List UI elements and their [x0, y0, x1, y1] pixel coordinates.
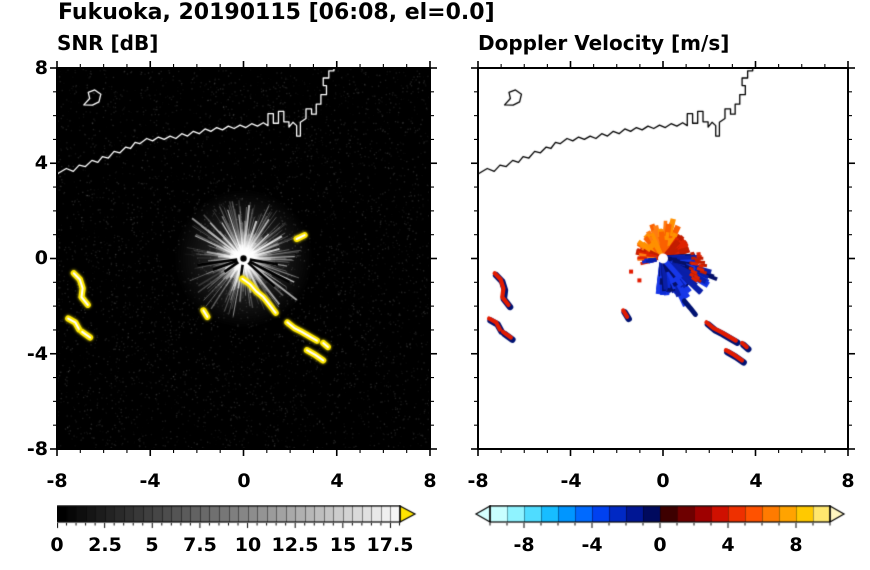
- figure-title: Fukuoka, 20190115 [06:08, el=0.0]: [58, 0, 495, 25]
- doppler-x-tick-label: -4: [560, 470, 582, 492]
- doppler-x-tick-label: 0: [656, 470, 670, 492]
- doppler-plot-canvas: [478, 68, 848, 449]
- snr-colorbar-tick-label: 5: [145, 534, 159, 556]
- snr-colorbar-tick-label: 12.5: [271, 534, 319, 556]
- doppler-colorbar-tick-label: 8: [789, 534, 803, 556]
- snr-colorbar-tick-label: 2.5: [88, 534, 122, 556]
- snr-axes-frame: [50, 61, 437, 456]
- snr-plot-canvas: [57, 68, 430, 449]
- snr-y-tick-label: 0: [34, 247, 48, 269]
- snr-colorbar-tick-label: 7.5: [183, 534, 217, 556]
- doppler-colorbar-tick-label: 4: [721, 534, 735, 556]
- doppler-colorbar-tick-label: -4: [581, 534, 603, 556]
- doppler-panel-label: Doppler Velocity [m/s]: [478, 31, 730, 55]
- doppler-axes-frame: [471, 61, 855, 456]
- snr-panel-label: SNR [dB]: [57, 31, 159, 55]
- snr-y-tick-label: 4: [34, 152, 48, 174]
- snr-x-tick-label: 0: [237, 470, 251, 492]
- snr-colorbar: [57, 505, 417, 529]
- snr-x-tick-label: 8: [423, 470, 437, 492]
- doppler-x-tick-label: 8: [841, 470, 855, 492]
- doppler-x-tick-label: 4: [749, 470, 763, 492]
- snr-colorbar-tick-label: 15: [329, 534, 357, 556]
- doppler-x-tick-label: -8: [467, 470, 489, 492]
- snr-y-tick-label: -4: [26, 343, 48, 365]
- doppler-colorbar: [474, 505, 846, 529]
- doppler-colorbar-tick-label: 0: [653, 534, 667, 556]
- snr-colorbar-tick-label: 10: [234, 534, 262, 556]
- doppler-colorbar-tick-label: -8: [513, 534, 535, 556]
- snr-colorbar-tick-label: 17.5: [366, 534, 414, 556]
- snr-colorbar-tick-label: 0: [50, 534, 64, 556]
- snr-y-tick-label: 8: [34, 57, 48, 79]
- snr-x-tick-label: 4: [330, 470, 344, 492]
- snr-x-tick-label: -8: [46, 470, 68, 492]
- snr-x-tick-label: -4: [139, 470, 161, 492]
- snr-y-tick-label: -8: [26, 438, 48, 460]
